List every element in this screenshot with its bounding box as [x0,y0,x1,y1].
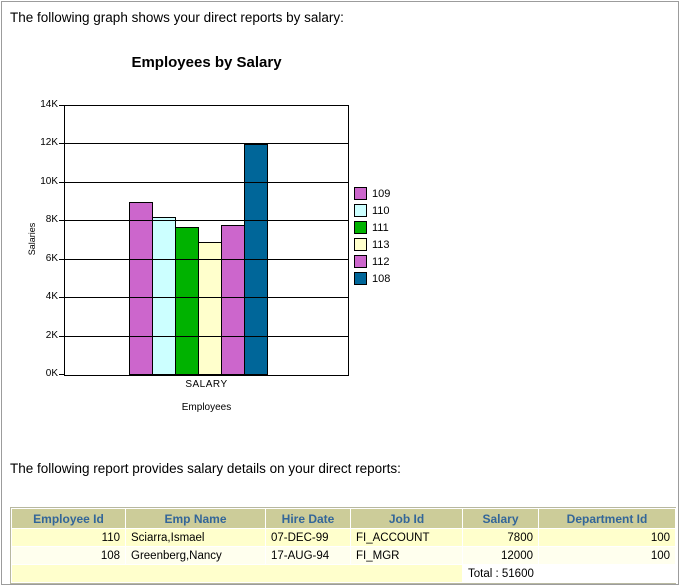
table-total-row: Total : 51600 [11,564,676,583]
table-cell: Greenberg,Nancy [125,546,266,565]
legend-item: 110 [354,202,390,219]
y-tick-mark [59,220,64,221]
legend-label: 111 [372,221,389,234]
y-tick-mark [59,336,64,337]
total-trailing-cell [538,564,676,583]
y-tick-mark [59,182,64,183]
table-cell: 100 [538,528,676,547]
legend-label: 113 [372,238,390,251]
y-tick-label: 2K [45,330,58,341]
y-tick-mark [59,143,64,144]
legend-item: 108 [354,270,390,287]
total-cell: Total : 51600 [462,564,539,583]
table-cell: 07-DEC-99 [265,528,351,547]
legend-swatch [354,272,367,285]
y-tick-mark [59,105,64,106]
table-row: 110 Sciarra,Ismael 07-DEC-99 FI_ACCOUNT 7800… [11,528,676,547]
chart: Employees by Salary Salaries SALARY Empl… [2,2,678,442]
legend-label: 110 [372,204,390,217]
gridline [65,297,348,298]
column-header: Hire Date [265,508,351,529]
chart-title: Employees by Salary [131,54,282,71]
legend: 109 110 111 113 112 108 [354,185,390,287]
y-tick-mark [59,374,64,375]
bar-109 [129,202,153,375]
report-intro-text: The following report provides salary det… [10,461,401,476]
bar-112 [221,225,245,375]
table-cell: FI_MGR [350,546,463,565]
legend-swatch [354,238,367,251]
column-header: Emp Name [125,508,266,529]
report-body: 110 Sciarra,Ismael 07-DEC-99 FI_ACCOUNT 7800… [11,528,676,565]
legend-swatch [354,187,367,200]
report-table: Employee Id Emp Name Hire Date Job Id Salary… [11,508,676,583]
gridline [65,336,348,337]
report-table-wrap: Employee Id Emp Name Hire Date Job Id Salary… [10,507,676,584]
plot-area [64,105,349,376]
graph-intro-text: The following graph shows your direct re… [10,10,344,25]
legend-label: 108 [372,272,391,285]
y-tick-label: 10K [40,176,58,187]
table-cell: Sciarra,Ismael [125,528,266,547]
gridline [65,220,348,221]
total-spacer-cell [11,564,463,583]
y-tick-label: 6K [45,253,58,264]
bar-113 [198,242,222,375]
y-tick-mark [59,259,64,260]
table-cell: 100 [538,546,676,565]
table-cell: 110 [11,528,126,547]
x-axis-title: Employees [181,402,232,413]
table-cell: 12000 [462,546,539,565]
table-cell: 17-AUG-94 [265,546,351,565]
legend-item: 111 [354,219,390,236]
legend-swatch [354,204,367,217]
bar-110 [152,217,176,375]
table-cell: 7800 [462,528,539,547]
legend-item: 112 [354,253,390,270]
y-tick-mark [59,297,64,298]
legend-swatch [354,221,367,234]
legend-label: 109 [372,187,391,200]
x-tick-label: SALARY [185,379,228,390]
column-header: Employee Id [11,508,126,529]
y-tick-label: 8K [45,214,58,225]
legend-item: 109 [354,185,390,202]
table-cell: 108 [11,546,126,565]
legend-label: 112 [372,255,390,268]
table-cell: FI_ACCOUNT [350,528,463,547]
gridline [65,143,348,144]
column-header: Salary [462,508,539,529]
table-row: 108 Greenberg,Nancy 17-AUG-94 FI_MGR 12000 10… [11,546,676,565]
gridline [65,259,348,260]
y-axis-title: Salaries [27,222,37,256]
legend-item: 113 [354,236,390,253]
bar-111 [175,227,199,375]
column-header: Department Id [538,508,676,529]
legend-swatch [354,255,367,268]
y-tick-label: 14K [40,99,58,110]
gridline [65,182,348,183]
y-tick-label: 12K [40,137,58,148]
y-tick-label: 4K [45,291,58,302]
y-tick-label: 0K [45,368,58,379]
report-header-row: Employee Id Emp Name Hire Date Job Id Salary… [11,508,676,529]
column-header: Job Id [350,508,463,529]
